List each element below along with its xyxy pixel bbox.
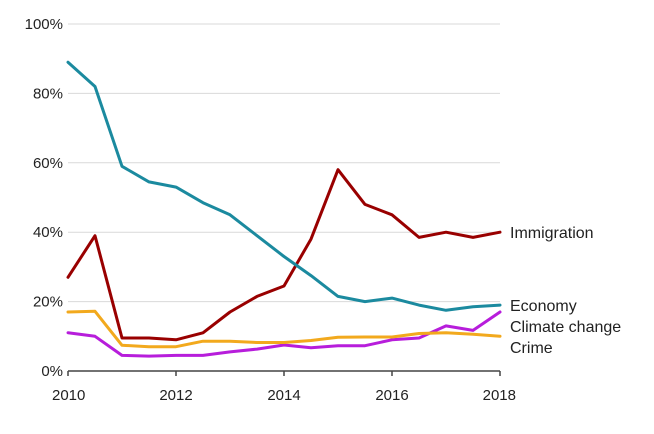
y-tick-label: 100% — [25, 16, 63, 33]
series-label-economy: Economy — [510, 298, 577, 315]
x-tick-label: 2014 — [267, 387, 300, 404]
series-label-climate-change: Climate change — [510, 319, 621, 336]
series-labels: Immigration Economy Climate change Crime — [510, 225, 621, 357]
y-tick-label: 60% — [33, 155, 63, 172]
y-tick-label: 20% — [33, 294, 63, 311]
x-tick-label: 2012 — [159, 387, 192, 404]
y-tick-label: 40% — [33, 224, 63, 241]
series-label-immigration: Immigration — [510, 225, 594, 242]
y-tick-label: 0% — [41, 363, 63, 380]
x-tick-label: 2018 — [483, 387, 516, 404]
series-label-crime: Crime — [510, 340, 553, 357]
x-tick-label: 2016 — [375, 387, 408, 404]
x-tick-label: 2010 — [52, 387, 85, 404]
gridlines — [67, 23, 501, 376]
y-axis-tick-labels: 0% 20% 40% 60% 80% 100% — [25, 16, 63, 380]
series-line-economy — [66, 60, 502, 312]
series-line-immigration — [66, 168, 502, 342]
y-tick-label: 80% — [33, 85, 63, 102]
x-axis-tick-labels: 2010 2012 2014 2016 2018 — [52, 387, 516, 404]
series-line-crime — [66, 309, 502, 349]
series-lines — [66, 60, 502, 358]
